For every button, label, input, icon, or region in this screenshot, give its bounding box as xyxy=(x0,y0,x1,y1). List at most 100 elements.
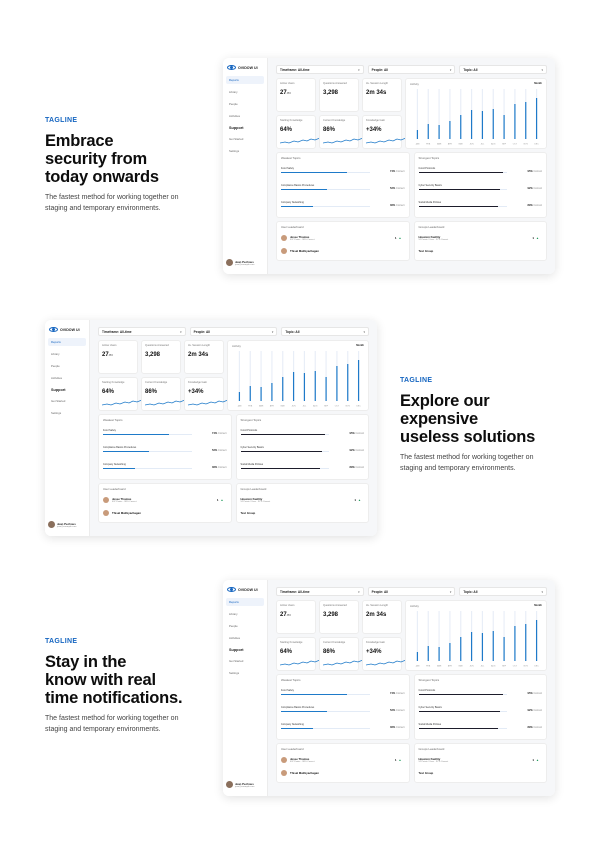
activity-bar[interactable] xyxy=(503,637,505,661)
activity-bar[interactable] xyxy=(416,130,419,139)
activity-bar[interactable] xyxy=(347,364,349,401)
description-line: staging and temporary environments. xyxy=(400,464,516,472)
sidebar-item[interactable]: Settings xyxy=(229,149,240,153)
activity-bar[interactable] xyxy=(438,647,440,661)
sidebar-item[interactable]: Activities xyxy=(229,636,241,640)
sidebar-item[interactable]: Get Started xyxy=(229,659,244,663)
leaderboard-row[interactable]: Jesse Thomas 637 Points · 98% Correct 1 ▲ xyxy=(103,496,227,504)
sidebar-item[interactable]: Library xyxy=(51,352,60,356)
sidebar-item[interactable]: Activities xyxy=(51,376,63,380)
sidebar-item[interactable]: People xyxy=(229,624,238,628)
activity-bar[interactable] xyxy=(492,631,494,661)
activity-bar[interactable] xyxy=(492,109,494,139)
activity-bar[interactable] xyxy=(449,121,451,139)
activity-bar[interactable] xyxy=(303,373,306,401)
user-profile[interactable]: Jean Pechous jean@example.com xyxy=(226,259,254,266)
activity-bar[interactable] xyxy=(535,620,538,661)
activity-bar[interactable] xyxy=(260,387,262,401)
leaderboard-row[interactable]: Houston Facility 52 Points / User · 97% C… xyxy=(241,496,365,504)
percent-suffix: Correct xyxy=(395,726,405,729)
progress-fill xyxy=(418,189,501,191)
avatar xyxy=(226,259,233,266)
filter-dropdown[interactable]: Topic: All ▾ xyxy=(459,587,548,596)
activity-bar[interactable] xyxy=(325,377,327,401)
sidebar-item[interactable]: Settings xyxy=(229,671,240,675)
filter-dropdown[interactable]: Topic: All ▾ xyxy=(281,327,370,336)
filter-dropdown[interactable]: Topic: All ▾ xyxy=(459,65,548,74)
sidebar-item[interactable]: Reports xyxy=(48,338,86,346)
activity-bar[interactable] xyxy=(514,104,516,139)
activity-bar[interactable] xyxy=(427,646,429,661)
user-profile[interactable]: Jean Pechous jean@example.com xyxy=(226,781,254,788)
user-lb-card: User Leaderboard Jesse Thomas 637 Points ·… xyxy=(276,221,410,261)
sidebar-item[interactable]: People xyxy=(51,364,60,368)
sidebar-item[interactable]: Get Started xyxy=(229,137,244,141)
leaderboard-row[interactable]: Thisal Mathiyazhagan xyxy=(103,509,227,517)
leaderboard-name: Houston Facility xyxy=(240,497,263,501)
activity-bar[interactable] xyxy=(481,111,484,139)
leaderboard-row[interactable]: Test Group xyxy=(419,769,543,777)
stat-card: Av. Session Length 2m 34s xyxy=(362,78,402,112)
activity-bar[interactable] xyxy=(271,383,273,401)
period-select[interactable]: Month xyxy=(356,344,364,347)
activity-bar[interactable] xyxy=(470,110,473,139)
activity-bar[interactable] xyxy=(292,372,295,401)
user-profile[interactable]: Jean Pechous jean@example.com xyxy=(48,521,76,528)
logo[interactable]: OVIDOW UI xyxy=(49,327,80,332)
sidebar-item[interactable]: Activities xyxy=(229,114,241,118)
sidebar-item[interactable]: Settings xyxy=(51,411,62,415)
activity-bar[interactable] xyxy=(481,633,484,661)
activity-bar[interactable] xyxy=(514,626,516,661)
activity-bar[interactable] xyxy=(357,360,360,401)
activity-bar[interactable] xyxy=(535,98,538,139)
activity-bar[interactable] xyxy=(427,124,429,139)
month-tick: JAN xyxy=(416,143,420,146)
sidebar-item[interactable]: Get Started xyxy=(51,399,66,403)
sidebar-item[interactable]: People xyxy=(229,102,238,106)
progress-track xyxy=(240,468,330,470)
logo[interactable]: OVIDOW UI xyxy=(227,65,258,70)
sidebar-item[interactable]: Library xyxy=(229,90,238,94)
filter-dropdown[interactable]: People: All ▾ xyxy=(367,65,456,74)
leaderboard-row[interactable]: Thisal Mathiyazhagan xyxy=(281,769,405,777)
sidebar-item[interactable]: Library xyxy=(229,612,238,616)
leaderboard-row[interactable]: Houston Facility 52 Points / User · 97% C… xyxy=(419,756,543,764)
activity-bar[interactable] xyxy=(525,102,527,139)
leaderboard-row[interactable]: Jesse Thomas 637 Points · 98% Correct 1 ▲ xyxy=(281,756,405,764)
stat-value: 27/80 xyxy=(102,352,113,358)
period-select[interactable]: Month xyxy=(534,82,542,85)
activity-bar[interactable] xyxy=(503,115,505,139)
sidebar-item[interactable]: Reports xyxy=(226,598,264,606)
activity-bar[interactable] xyxy=(438,125,440,139)
leaderboard-row[interactable]: Houston Facility 52 Points / User · 97% C… xyxy=(419,234,543,242)
activity-bar[interactable] xyxy=(460,637,462,661)
period-select[interactable]: Month xyxy=(534,604,542,607)
activity-bar[interactable] xyxy=(249,386,251,401)
month-tick: FEB xyxy=(426,666,431,668)
filter-dropdown[interactable]: Timeframe: All-time ▾ xyxy=(276,65,364,74)
activity-bar[interactable] xyxy=(460,115,462,139)
activity-bar[interactable] xyxy=(336,366,338,401)
activity-bar[interactable] xyxy=(470,632,473,661)
leaderboard-row[interactable]: Jesse Thomas 637 Points · 98% Correct 1 ▲ xyxy=(281,234,405,242)
filter-dropdown[interactable]: People: All ▾ xyxy=(189,327,278,336)
logo[interactable]: OVIDOW UI xyxy=(227,587,258,592)
sidebar-item[interactable]: Reports xyxy=(226,76,264,84)
activity-bar[interactable] xyxy=(314,371,316,401)
activity-bar[interactable] xyxy=(238,392,241,401)
activity-bar[interactable] xyxy=(282,377,284,401)
filter-dropdown[interactable]: Timeframe: All-time ▾ xyxy=(98,327,186,336)
activity-bar[interactable] xyxy=(416,652,419,661)
leaderboard-row[interactable]: Test Group xyxy=(419,247,543,255)
percent-value: 89% xyxy=(527,726,533,729)
month-tick: AUG xyxy=(491,143,496,146)
leaderboard-row[interactable]: Test Group xyxy=(241,509,365,517)
leaderboard-row[interactable]: Thisal Mathiyazhagan xyxy=(281,247,405,255)
activity-bar[interactable] xyxy=(449,643,451,661)
filter-dropdown[interactable]: Timeframe: All-time ▾ xyxy=(276,587,364,596)
bar-track xyxy=(438,89,440,139)
activity-bar[interactable] xyxy=(525,624,527,661)
topic-row: Covid Protocols 95% Correct xyxy=(240,429,364,438)
filter-dropdown[interactable]: People: All ▾ xyxy=(367,587,456,596)
dashboard-screenshot: OVIDOW UI Reports Library People Activities S… xyxy=(45,320,377,536)
